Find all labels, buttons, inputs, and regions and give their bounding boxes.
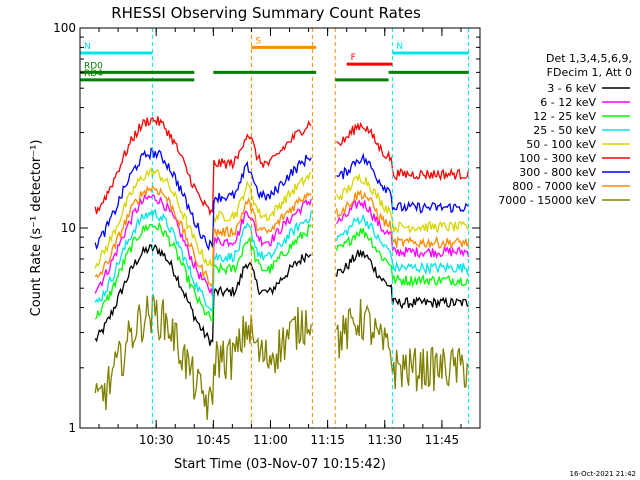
flag-label: S: [255, 36, 261, 46]
legend-entry-label: 7000 - 15000 keV: [498, 194, 596, 207]
legend-entry-label: 12 - 25 keV: [533, 110, 596, 123]
y-axis-label: Count Rate (s⁻¹ detector⁻¹): [29, 140, 44, 317]
flag-label: F: [351, 53, 356, 63]
series-line: [94, 221, 470, 323]
x-tick-label: 10:45: [196, 433, 231, 447]
x-tick-label: 11:30: [367, 433, 402, 447]
legend-entry-label: 3 - 6 keV: [547, 82, 596, 95]
plot-area: [79, 28, 470, 428]
legend-header: FDecim 1, Att 0: [547, 66, 632, 79]
chart-title: RHESSI Observing Summary Count Rates: [111, 4, 421, 22]
legend-entry-label: 6 - 12 keV: [540, 96, 596, 109]
legend-entry-label: 300 - 800 keV: [519, 166, 596, 179]
flag-label: N: [84, 42, 91, 52]
x-axis-label: Start Time (03-Nov-07 10:15:42): [174, 457, 386, 472]
legend-entry-label: 25 - 50 keV: [533, 124, 596, 137]
legend: Det 1,3,4,5,6,9,FDecim 1, Att 0 3 - 6 keV…: [498, 52, 632, 207]
footer-date: 16-Oct-2021 21:42: [570, 470, 636, 478]
axes: 1 10 100 10:30 10:45 11:00 11:15 11:30 11:45: [53, 21, 481, 447]
y-tick-label: 10: [61, 221, 76, 235]
flag-label: RD0: [84, 61, 103, 71]
y-tick-label: 100: [53, 21, 76, 35]
y-tick-label: 1: [68, 421, 76, 435]
legend-entry-label: 50 - 100 keV: [526, 138, 596, 151]
x-tick-label: 11:15: [310, 433, 345, 447]
series-line: [94, 193, 470, 297]
series-line: [94, 208, 470, 312]
legend-header: Det 1,3,4,5,6,9,: [546, 52, 632, 65]
series-line: [94, 116, 470, 217]
x-tick-label: 11:45: [425, 433, 460, 447]
flag-label: N: [396, 42, 403, 52]
series-line: [94, 243, 469, 346]
series-line: [94, 166, 469, 269]
x-tick-label: 10:30: [139, 433, 174, 447]
legend-entry-label: 100 - 300 keV: [519, 152, 596, 165]
flag-label: RD4: [84, 69, 103, 79]
series-line: [94, 293, 470, 420]
legend-entry-label: 800 - 7000 keV: [512, 180, 596, 193]
x-tick-label: 11:00: [253, 433, 288, 447]
series-line: [94, 147, 469, 252]
series-line: [94, 184, 470, 288]
